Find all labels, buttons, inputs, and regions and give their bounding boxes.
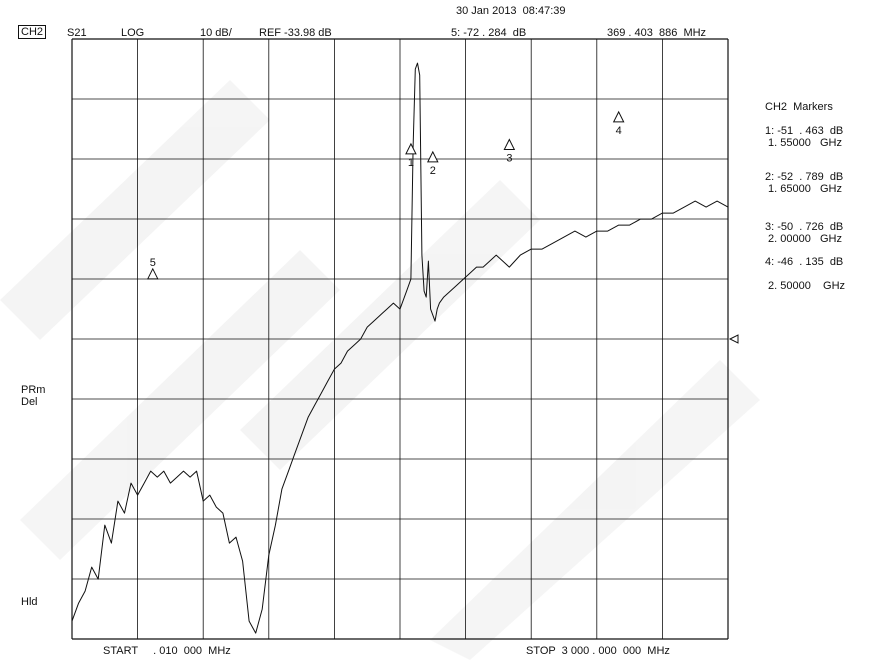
start-frequency: START . 010 000 MHz [103, 645, 231, 657]
active-marker-frequency: 369 . 403 886 MHz [607, 27, 707, 39]
marker-2-value: 2: -52 . 789 dB [765, 171, 844, 183]
marker-panel-title: CH2 Markers [765, 101, 833, 113]
marker-1-value: 1: -51 . 463 dB [765, 125, 844, 137]
marker-2-frequency: 1. 65000 GHz [768, 183, 842, 195]
marker-4-triangle [612, 110, 625, 123]
grid [71, 38, 729, 640]
marker-layer: 1 2 3 4 5 [146, 110, 625, 280]
marker-2-triangle [426, 150, 439, 163]
channel-indicator: CH2 [18, 25, 47, 39]
marker-3-value: 3: -50 . 726 dB [765, 221, 844, 233]
del-label: Del [21, 396, 38, 408]
trace-line [71, 62, 729, 634]
marker-4-value: 4: -46 . 135 dB [765, 256, 844, 268]
marker-1-frequency: 1. 55000 GHz [768, 137, 842, 149]
marker-3-triangle [503, 138, 516, 150]
format-label: LOG [121, 27, 145, 39]
prm-label: PRm [21, 384, 46, 396]
marker-1-label: 1 [408, 157, 414, 169]
marker-1-triangle [405, 142, 417, 155]
parameter-label: S21 [67, 27, 87, 39]
marker-4-label: 4 [616, 125, 622, 137]
marker-3-frequency: 2. 00000 GHz [768, 233, 842, 245]
hld-label: Hld [21, 596, 38, 608]
trace-s21 [71, 62, 729, 634]
marker-2-label: 2 [430, 165, 436, 177]
scale-label: 10 dB/ [200, 27, 232, 39]
reference-label: REF -33.98 dB [259, 27, 332, 39]
marker-5-label: 5 [150, 257, 156, 269]
reference-pointer-icon [728, 334, 739, 344]
marker-5-triangle [146, 267, 159, 280]
stop-frequency: STOP 3 000 . 000 000 MHz [526, 645, 670, 657]
active-marker-value: 5: -72 . 284 dB [451, 27, 527, 39]
timestamp: 30 Jan 2013 08:47:39 [456, 5, 566, 17]
marker-4-frequency: 2. 50000 GHz [768, 280, 846, 292]
marker-3-label: 3 [506, 152, 512, 164]
